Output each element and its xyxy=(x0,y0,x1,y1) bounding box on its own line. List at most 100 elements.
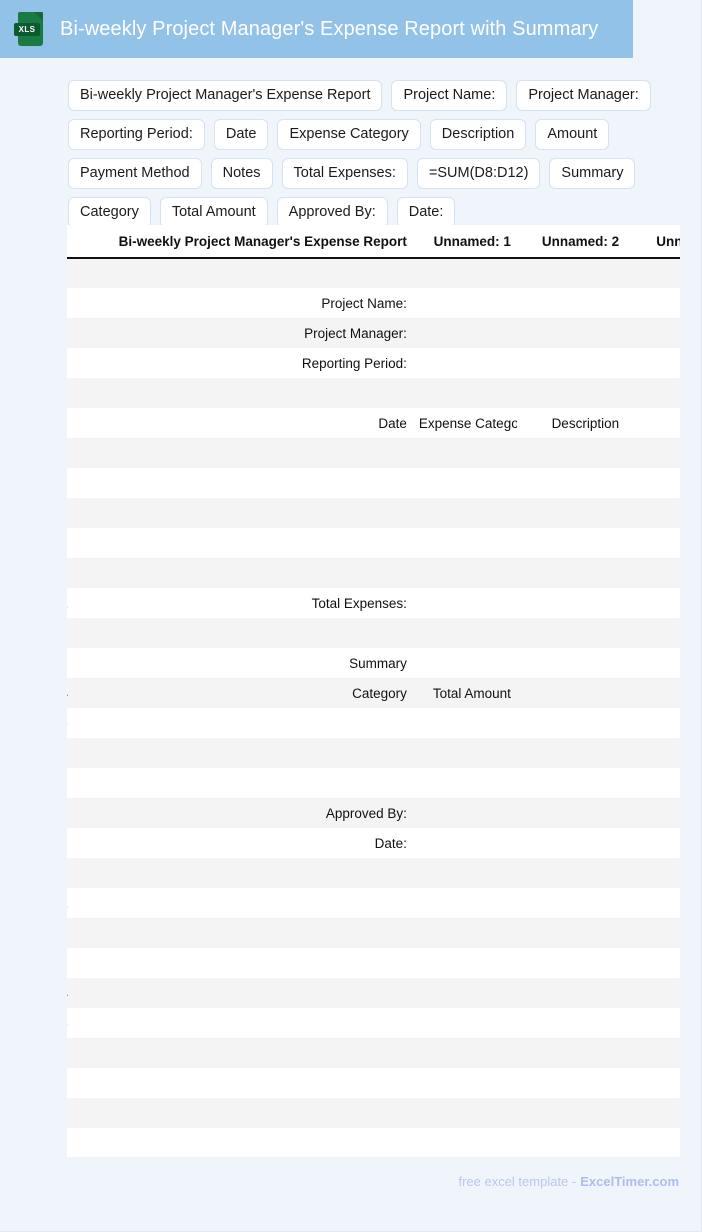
chip-summary[interactable]: Summary xyxy=(549,158,636,189)
table-cell[interactable] xyxy=(412,708,517,738)
table-cell[interactable] xyxy=(412,438,517,468)
table-cell[interactable] xyxy=(625,1098,680,1128)
table-row[interactable]: 18Approved By: xyxy=(67,798,680,828)
table-row[interactable]: 9 xyxy=(67,528,680,558)
table-row[interactable]: 10 xyxy=(67,558,680,588)
table-cell[interactable] xyxy=(412,828,517,858)
table-row[interactable]: 7 xyxy=(67,468,680,498)
table-cell[interactable]: Reporting Period: xyxy=(67,348,413,378)
table-cell[interactable] xyxy=(67,1068,413,1098)
table-cell[interactable] xyxy=(625,288,680,318)
chip-approved-by[interactable]: Approved By: xyxy=(276,197,388,228)
table-row[interactable]: 13Summary xyxy=(67,648,680,678)
table-cell[interactable] xyxy=(625,588,680,618)
table-cell[interactable] xyxy=(516,708,626,738)
table-cell[interactable] xyxy=(516,1098,626,1128)
table-cell[interactable] xyxy=(516,1128,626,1157)
table-row[interactable]: 12 xyxy=(67,618,680,648)
table-cell[interactable] xyxy=(625,318,680,348)
table-cell[interactable] xyxy=(516,768,626,798)
table-cell[interactable] xyxy=(516,1068,626,1098)
table-row[interactable]: 27 xyxy=(67,1068,680,1098)
chip-expense-category[interactable]: Expense Category xyxy=(277,119,421,150)
table-cell[interactable] xyxy=(516,288,626,318)
table-row[interactable]: 2Project Manager: xyxy=(67,318,680,348)
chip-project-manager[interactable]: Project Manager: xyxy=(516,80,651,111)
table-row[interactable]: 26 xyxy=(67,1038,680,1068)
table-cell[interactable] xyxy=(412,618,517,648)
table-cell[interactable] xyxy=(625,438,680,468)
chip-report-title[interactable]: Bi-weekly Project Manager's Expense Repo… xyxy=(68,80,383,111)
table-cell[interactable] xyxy=(625,558,680,588)
table-cell[interactable] xyxy=(67,258,413,288)
table-cell[interactable] xyxy=(412,1068,517,1098)
table-cell[interactable] xyxy=(625,888,680,918)
table-cell[interactable] xyxy=(516,948,626,978)
table-row[interactable]: 28 xyxy=(67,1098,680,1128)
table-cell[interactable] xyxy=(67,768,413,798)
chip-date[interactable]: Date xyxy=(213,119,269,150)
table-row[interactable]: 6 xyxy=(67,438,680,468)
table-row[interactable]: 22 xyxy=(67,918,680,948)
table-cell[interactable]: Summary xyxy=(67,648,413,678)
chip-total-expenses[interactable]: Total Expenses: xyxy=(281,158,408,189)
table-cell[interactable] xyxy=(412,738,517,768)
table-cell[interactable] xyxy=(516,378,626,408)
table-cell[interactable] xyxy=(625,1008,680,1038)
table-cell[interactable]: Approved By: xyxy=(67,798,413,828)
column-header-3[interactable]: Unnamed: 3 xyxy=(625,225,680,259)
table-cell[interactable] xyxy=(516,318,626,348)
table-cell[interactable] xyxy=(516,678,626,708)
table-row[interactable]: 8 xyxy=(67,498,680,528)
table-row[interactable]: 21 xyxy=(67,888,680,918)
table-cell[interactable]: Total Amount xyxy=(412,678,517,708)
table-cell[interactable] xyxy=(625,768,680,798)
footer-brand-link[interactable]: ExcelTimer.com xyxy=(580,1174,679,1189)
table-cell[interactable] xyxy=(67,918,413,948)
table-cell[interactable] xyxy=(625,1068,680,1098)
table-cell[interactable] xyxy=(67,858,413,888)
chip-payment-method[interactable]: Payment Method xyxy=(68,158,202,189)
table-cell[interactable] xyxy=(412,1008,517,1038)
chip-notes[interactable]: Notes xyxy=(210,158,273,189)
table-cell[interactable] xyxy=(516,1038,626,1068)
chip-sum-formula[interactable]: =SUM(D8:D12) xyxy=(416,158,541,189)
table-row[interactable]: 4 xyxy=(67,378,680,408)
table-cell[interactable] xyxy=(412,558,517,588)
table-cell[interactable]: Date xyxy=(67,408,413,438)
table-row[interactable]: 23 xyxy=(67,948,680,978)
table-cell[interactable] xyxy=(625,798,680,828)
table-cell[interactable] xyxy=(67,618,413,648)
table-cell[interactable] xyxy=(516,558,626,588)
table-cell[interactable] xyxy=(516,468,626,498)
table-cell[interactable] xyxy=(412,1038,517,1068)
table-cell[interactable] xyxy=(516,588,626,618)
table-cell[interactable]: Date: xyxy=(67,828,413,858)
table-cell[interactable] xyxy=(516,798,626,828)
table-cell[interactable] xyxy=(67,888,413,918)
table-cell[interactable] xyxy=(516,528,626,558)
table-cell[interactable] xyxy=(516,1008,626,1038)
table-cell[interactable] xyxy=(412,918,517,948)
table-cell[interactable] xyxy=(625,948,680,978)
table-cell[interactable] xyxy=(67,558,413,588)
chip-date-signature[interactable]: Date: xyxy=(396,197,456,228)
table-cell[interactable] xyxy=(67,528,413,558)
table-row[interactable]: 24 xyxy=(67,978,680,1008)
table-row[interactable]: 3Reporting Period: xyxy=(67,348,680,378)
table-cell[interactable]: Expense Category xyxy=(412,408,517,438)
table-cell[interactable] xyxy=(516,918,626,948)
table-cell[interactable] xyxy=(412,348,517,378)
table-cell[interactable] xyxy=(412,498,517,528)
table-cell[interactable] xyxy=(67,498,413,528)
table-cell[interactable]: Description xyxy=(516,408,626,438)
table-cell[interactable] xyxy=(516,258,626,288)
table-row[interactable]: 16 xyxy=(67,738,680,768)
chip-amount[interactable]: Amount xyxy=(535,119,610,150)
table-cell[interactable] xyxy=(412,288,517,318)
table-cell[interactable] xyxy=(516,348,626,378)
table-cell[interactable] xyxy=(412,888,517,918)
chip-description[interactable]: Description xyxy=(429,119,527,150)
table-cell[interactable] xyxy=(625,378,680,408)
table-cell[interactable] xyxy=(625,738,680,768)
